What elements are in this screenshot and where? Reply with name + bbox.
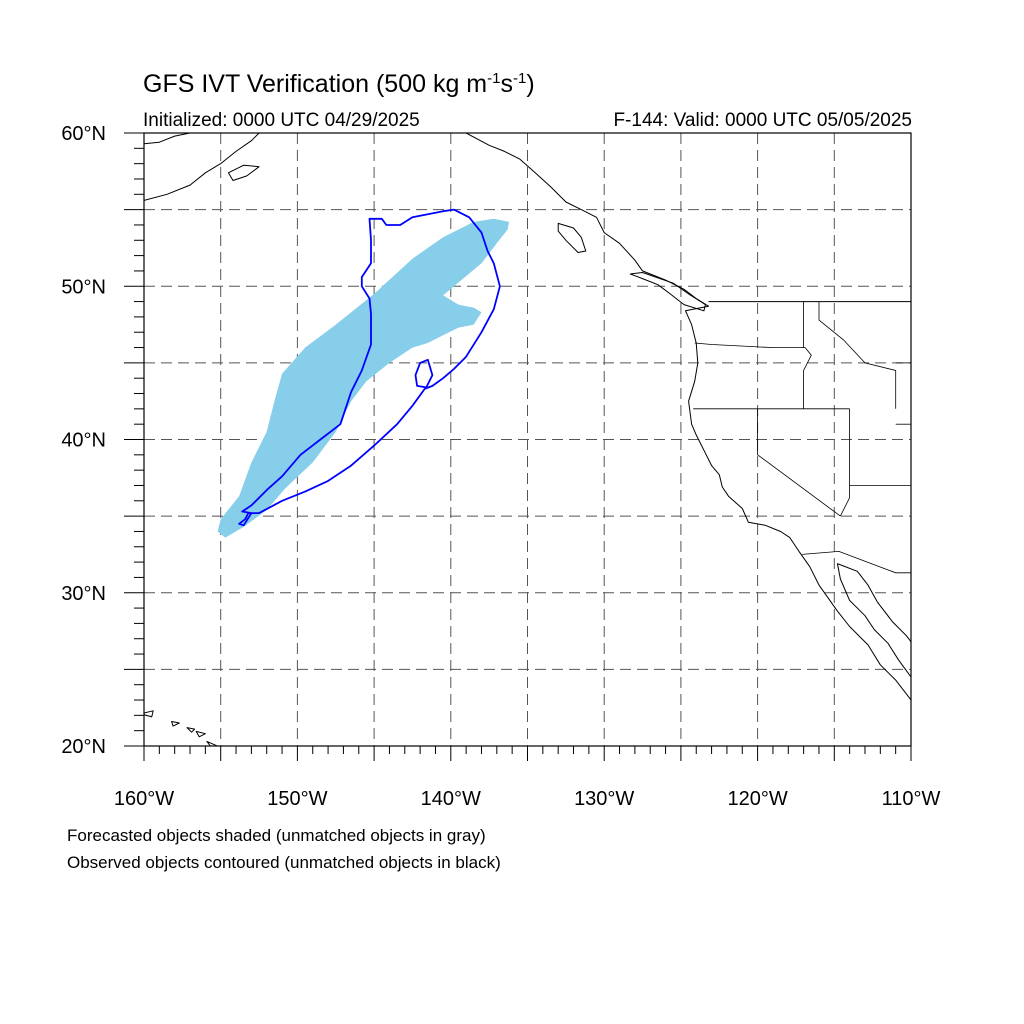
state-boundary [802, 550, 911, 574]
hawaii-island [171, 721, 180, 727]
kodiak-island [227, 164, 260, 181]
mexico-mainland-coast [837, 563, 911, 643]
lat-tick-label: 40°N [61, 430, 106, 452]
title-mid: s [500, 70, 513, 98]
state-boundary [840, 408, 850, 517]
hawaii-island [144, 710, 154, 718]
map-frame [143, 132, 912, 747]
hawaii-island [206, 740, 219, 746]
haida-gwaii [557, 222, 587, 253]
forecast-object [217, 218, 510, 538]
lat-tick-label: 60°N [61, 123, 106, 145]
lon-tick-label: 160°W [114, 788, 174, 810]
title-end: ) [526, 70, 535, 98]
grid-lines [144, 133, 911, 746]
state-boundary [694, 342, 812, 409]
baja-gulf-coast [836, 563, 911, 678]
coastline [465, 133, 911, 701]
axis-labels: 160°W 150°W 140°W 130°W 120°W 110°W 60°N 50°N 40… [61, 123, 940, 810]
hawaii-island [186, 727, 196, 733]
title-sup-2: -1 [512, 70, 527, 87]
state-boundary [818, 301, 897, 409]
lat-tick-label: 50°N [61, 276, 106, 298]
lat-tick-label: 30°N [61, 583, 106, 605]
state-boundary [757, 408, 841, 517]
lon-tick-label: 140°W [421, 788, 481, 810]
lon-tick-label: 130°W [574, 788, 634, 810]
axis-ticks [124, 132, 912, 761]
lon-tick-label: 120°W [727, 788, 787, 810]
alaska-peninsula [144, 133, 260, 201]
observed-object-lobe [414, 358, 434, 389]
lon-tick-label: 150°W [267, 788, 327, 810]
initialized-label: Initialized: 0000 UTC 04/29/2025 [143, 110, 420, 131]
valid-time-label: F-144: Valid: 0000 UTC 05/05/2025 [613, 110, 912, 131]
title-text: GFS IVT Verification (500 kg m [143, 70, 488, 98]
title-sup-1: -1 [487, 70, 501, 87]
hawaii-island [195, 730, 206, 738]
observed-object-contour [238, 208, 501, 527]
map-layers [144, 133, 911, 746]
page-title: GFS IVT Verification (500 kg m-1s-1) [143, 70, 535, 99]
lon-tick-label: 110°W [882, 788, 941, 810]
footer-observed-note: Observed objects contoured (unmatched ob… [67, 853, 501, 872]
footer-forecast-note: Forecasted objects shaded (unmatched obj… [67, 826, 486, 845]
lat-tick-label: 20°N [61, 736, 106, 758]
vancouver-island [629, 272, 706, 312]
alaska-coast [144, 133, 191, 145]
